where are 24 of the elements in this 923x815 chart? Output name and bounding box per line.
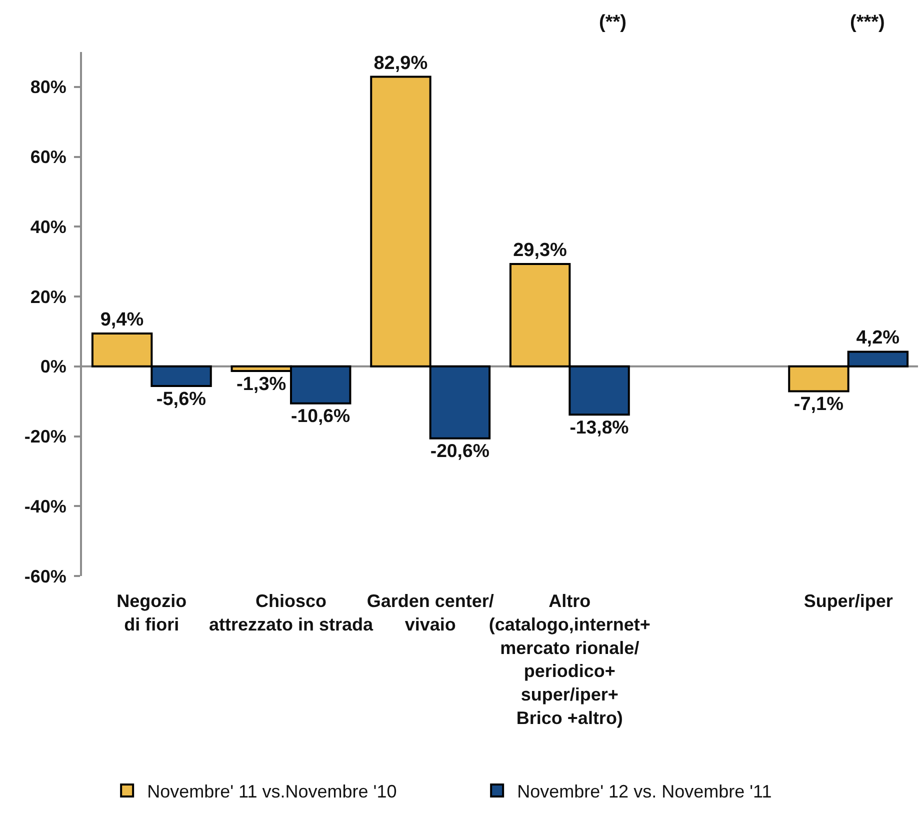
data-label: -1,3% xyxy=(236,374,286,395)
y-tick-label: -20% xyxy=(24,426,66,447)
x-tick-label: Negozio di fiori xyxy=(116,591,187,634)
y-tick-label: 40% xyxy=(30,216,66,237)
data-label: 29,3% xyxy=(513,240,568,262)
data-label: -20,6% xyxy=(430,440,490,462)
y-tick-label: 0% xyxy=(40,356,66,377)
legend-label: Novembre' 11 vs.Novembre '10 xyxy=(147,782,397,802)
data-label: -10,6% xyxy=(291,405,351,426)
y-tick-label: 60% xyxy=(30,147,66,168)
data-label: -13,8% xyxy=(570,416,630,438)
data-label: -7,1% xyxy=(794,394,844,416)
data-label: 9,4% xyxy=(100,310,144,331)
y-tick-label: 20% xyxy=(30,286,66,307)
legend-label: Novembre' 12 vs. Novembre '11 xyxy=(517,782,772,802)
text: (***) xyxy=(850,12,885,33)
y-tick-label: -40% xyxy=(24,496,66,516)
x-tick-label: Super/iper xyxy=(804,591,893,611)
data-label: 4,2% xyxy=(856,328,900,349)
data-label: 82,9% xyxy=(374,52,428,74)
y-tick-label: 80% xyxy=(30,77,66,98)
y-tick-label: -60% xyxy=(24,566,66,586)
text: (**) xyxy=(599,12,626,33)
data-label: -5,6% xyxy=(156,388,206,410)
